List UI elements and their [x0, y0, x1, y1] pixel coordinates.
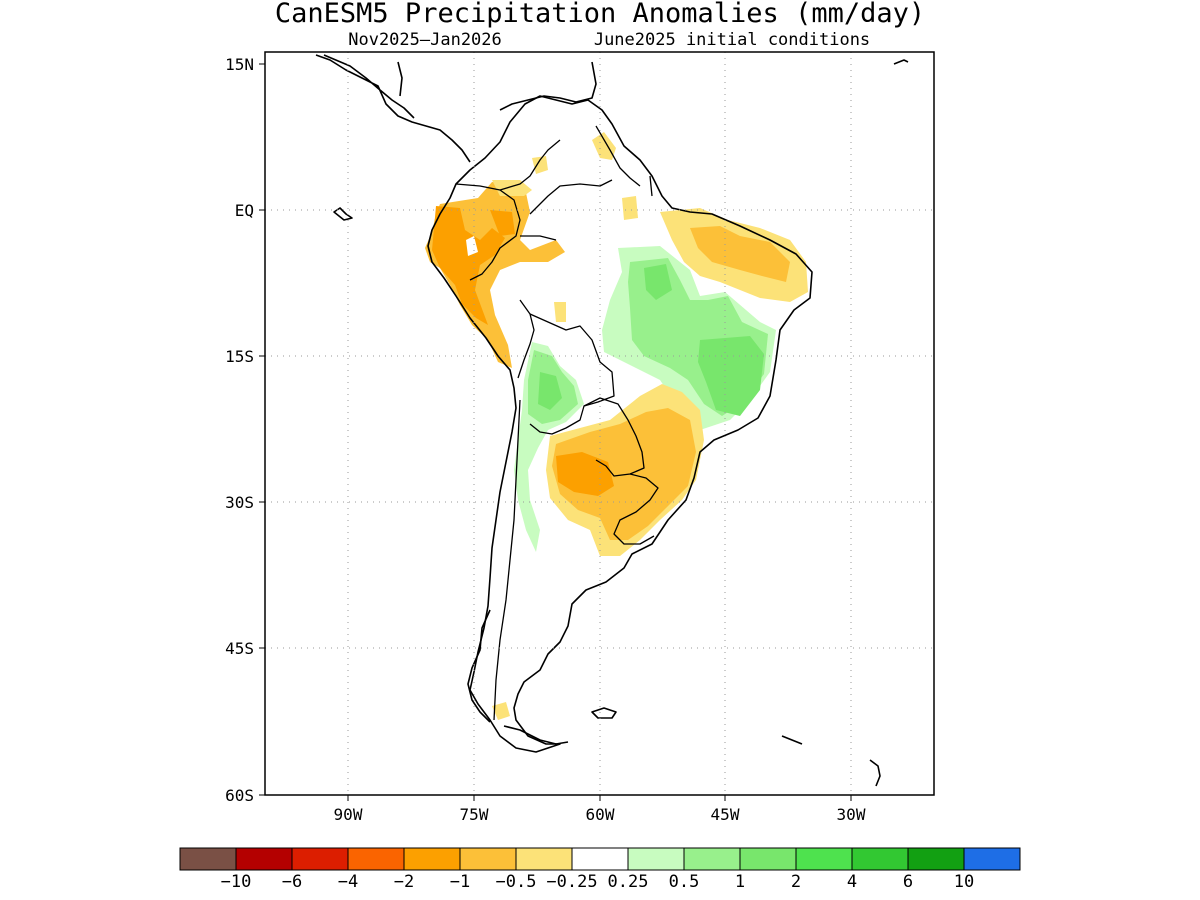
lat-tick-label: EQ — [235, 201, 254, 220]
period-label: Nov2025–Jan2026 — [348, 30, 502, 50]
colorbar-swatch — [515, 847, 573, 871]
colorbar-label: −0.5 — [496, 872, 537, 892]
colorbar-label: 10 — [954, 872, 974, 892]
colorbar-swatch — [683, 847, 741, 871]
colorbar-label: 4 — [847, 872, 857, 892]
colorbar-swatch — [291, 847, 349, 871]
colorbar-label: −10 — [221, 872, 252, 892]
lon-tick-label: 90W — [334, 805, 363, 824]
colorbar-swatch — [403, 847, 461, 871]
anomaly-shading — [425, 132, 808, 720]
colorbar-label: 6 — [903, 872, 913, 892]
colorbar-swatch — [459, 847, 517, 871]
shade-nw-andes-dark2 — [490, 210, 515, 236]
country-borders — [455, 125, 659, 721]
colorbar-swatch — [963, 847, 1021, 871]
colorbar-swatch — [627, 847, 685, 871]
shade-central-brazil-dark — [644, 264, 672, 300]
colorbar-label: 0.25 — [608, 872, 649, 892]
lat-tick-label: 45S — [225, 639, 254, 658]
falklands — [591, 707, 617, 719]
lon-tick-label: 45W — [711, 805, 740, 824]
colorbar-label: −4 — [338, 872, 358, 892]
islands-east — [869, 59, 909, 787]
shade-yellow-small — [554, 302, 566, 322]
lat-tick-label: 60S — [225, 786, 254, 805]
lat-tick-label: 15S — [225, 347, 254, 366]
lon-axis: 90W 75W 60W 45W 30W — [334, 795, 866, 824]
map-title: CanESM5 Precipitation Anomalies (mm/day) — [275, 0, 925, 29]
map-area — [265, 52, 934, 795]
colorbar-swatch — [851, 847, 909, 871]
coastlines — [315, 54, 909, 787]
colorbar-swatch — [347, 847, 405, 871]
shade-southcone-mid — [552, 408, 696, 540]
shade-yellow-amazon — [622, 196, 638, 220]
colorbar-label: 2 — [791, 872, 801, 892]
colorbar-swatch — [179, 847, 237, 871]
colorbar-label: −1 — [450, 872, 470, 892]
shade-central-brazil-dark2 — [698, 336, 764, 416]
lat-tick-label: 15N — [225, 55, 254, 74]
lon-tick-label: 60W — [586, 805, 615, 824]
shade-ne-brazil-dark — [690, 226, 790, 282]
lat-axis: 15N EQ 15S 30S 45S 60S — [225, 55, 265, 805]
colorbar — [179, 847, 1021, 871]
colorbar-label: −0.25 — [546, 872, 597, 892]
colorbar-label: 0.5 — [669, 872, 700, 892]
galapagos — [333, 207, 353, 221]
lon-tick-label: 75W — [460, 805, 489, 824]
colorbar-label: −2 — [394, 872, 414, 892]
south-georgia — [781, 735, 803, 745]
caribbean-coast — [499, 61, 597, 111]
init-conditions-label: June2025 initial conditions — [594, 30, 870, 50]
south-america-coast — [427, 95, 813, 753]
lat-tick-label: 30S — [225, 493, 254, 512]
tierra-del-fuego — [503, 725, 569, 745]
lon-tick-label: 30W — [837, 805, 866, 824]
shade-patagonia-yellow — [492, 702, 510, 720]
colorbar-swatch — [907, 847, 965, 871]
chile-fjords — [467, 609, 491, 723]
colorbar-swatch — [235, 847, 293, 871]
colorbar-swatch — [571, 847, 629, 871]
shade-yellow-guiana — [592, 132, 616, 160]
shade-bolivia-dark — [538, 372, 562, 410]
colorbar-swatch — [739, 847, 797, 871]
shade-yellow-ven — [532, 156, 548, 174]
shade-white-pocket — [466, 236, 478, 256]
colorbar-labels: −10 −6 −4 −2 −1 −0.5 −0.25 0.25 0.5 1 2 4 6 10 — [221, 872, 975, 892]
colorbar-label: −6 — [282, 872, 302, 892]
colorbar-label: 1 — [735, 872, 745, 892]
shade-nw-andes-dark — [432, 206, 505, 325]
central-america-coast — [315, 54, 471, 163]
colorbar-swatch — [795, 847, 853, 871]
